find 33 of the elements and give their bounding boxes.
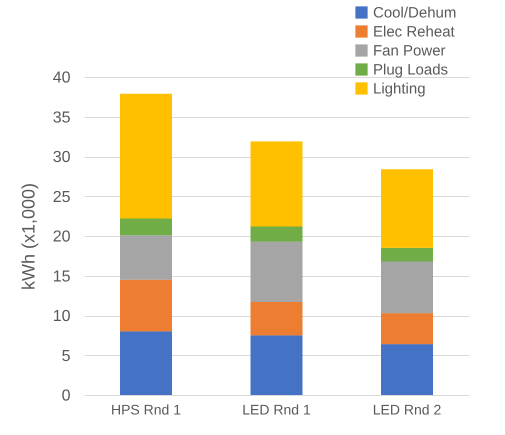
bar: [120, 218, 172, 236]
y-tick-label: 25: [52, 188, 71, 206]
bar: [381, 248, 434, 262]
bar: [120, 280, 172, 332]
y-tick-label: 40: [52, 70, 71, 86]
bar: [250, 335, 302, 395]
y-tick-label: 5: [62, 348, 71, 365]
y-tick-label: 35: [52, 109, 71, 126]
bar: [120, 331, 172, 395]
bar: [381, 261, 434, 314]
x-tick-label: LED Rnd 1: [242, 402, 311, 418]
bar: [250, 302, 302, 336]
bar: [120, 94, 172, 219]
y-axis-title: kWh (x1,000): [18, 182, 39, 290]
bar: [381, 344, 434, 395]
bar: [250, 141, 302, 226]
bar: [120, 235, 172, 280]
y-tick-label: 15: [52, 268, 71, 286]
bar: [381, 313, 434, 344]
y-tick-label: 0: [62, 388, 71, 404]
bar: [250, 226, 302, 242]
y-tick-label: 10: [52, 308, 71, 325]
legend-label: Fan Power: [373, 42, 446, 60]
y-tick-label: 30: [52, 149, 71, 166]
legend-label: Plug Loads: [373, 62, 448, 78]
bar: [250, 242, 302, 302]
y-tick-label: 20: [52, 228, 71, 246]
legend-label: Lighting: [373, 80, 426, 98]
bar: [381, 169, 434, 248]
legend-label: Cool/Dehum: [373, 4, 456, 22]
x-tick-label: HPS Rnd 1: [110, 402, 182, 418]
x-tick-label: LED Rnd 2: [372, 402, 442, 418]
legend-label: Elec Reheat: [373, 24, 456, 40]
